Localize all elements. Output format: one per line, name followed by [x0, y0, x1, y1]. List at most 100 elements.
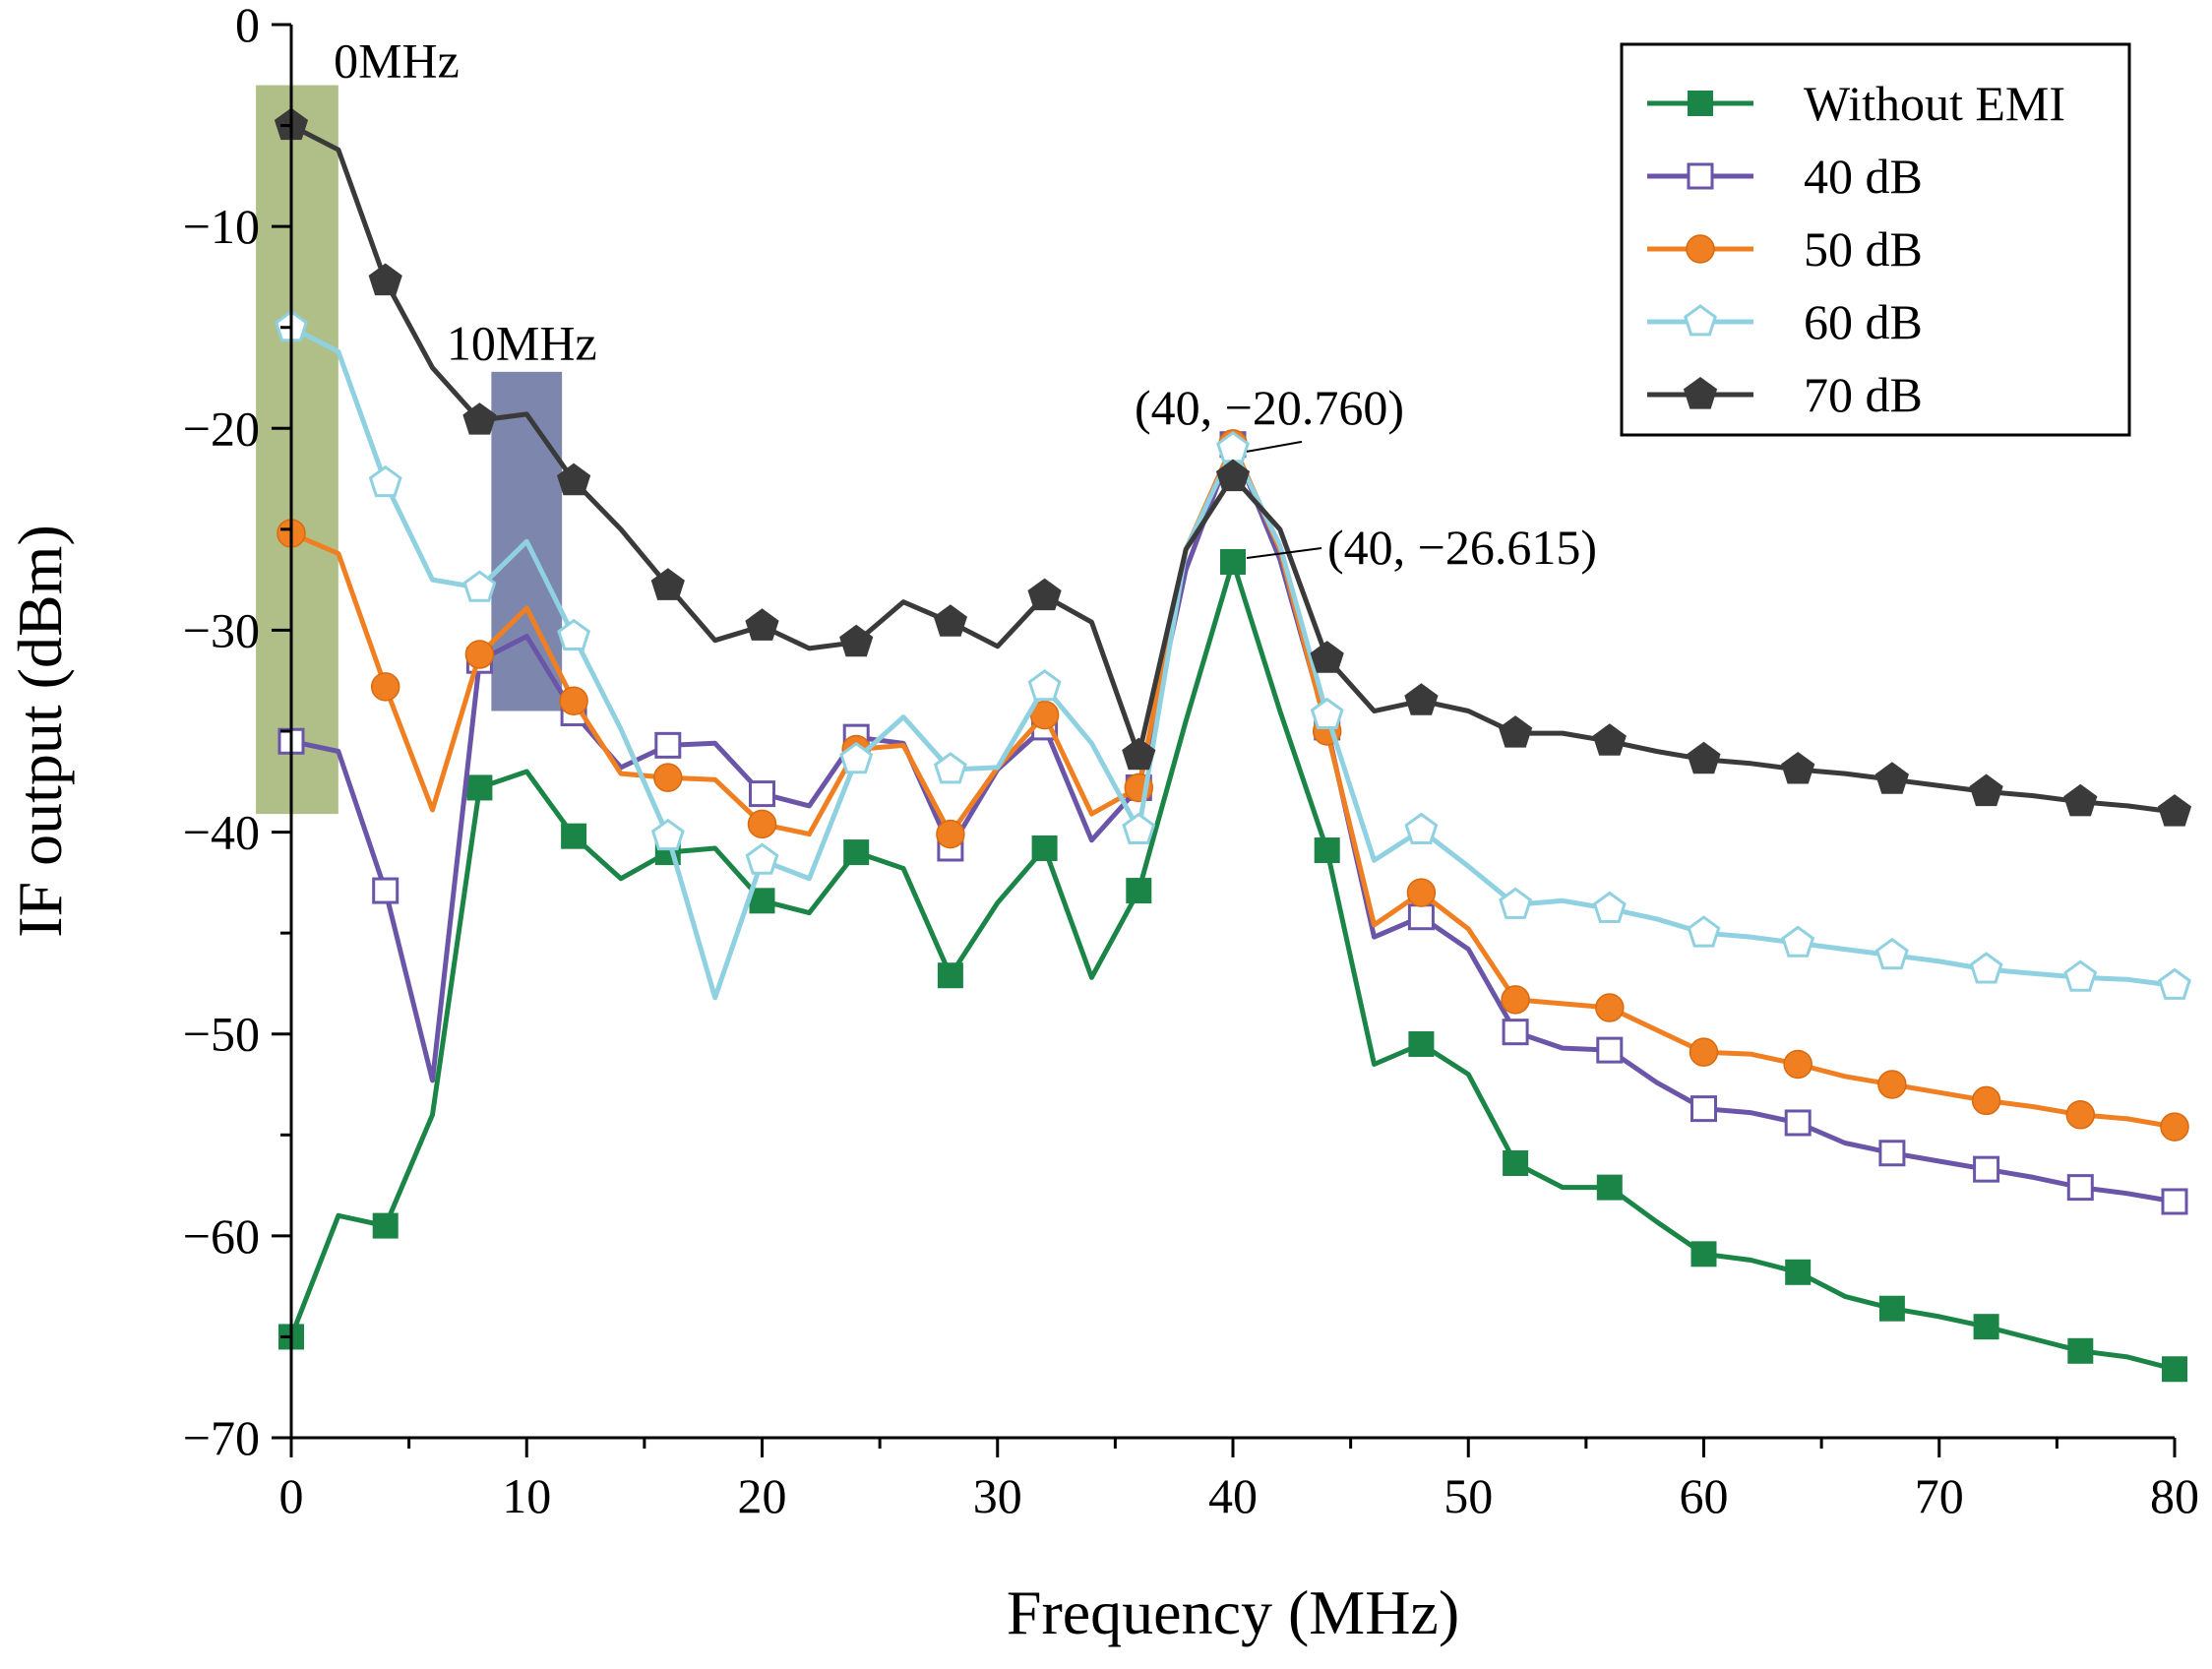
- legend: Without EMI 40 dB 50 dB 60 dB 70 dB: [1620, 42, 2131, 437]
- data-point: [1874, 762, 1909, 794]
- legend-label: 40 dB: [1804, 149, 1923, 204]
- data-point: [1878, 1295, 1905, 1322]
- data-point: [1973, 1314, 1999, 1340]
- legend-label: 70 dB: [1804, 367, 1923, 422]
- data-point: [1310, 697, 1344, 729]
- data-point: [368, 263, 402, 296]
- data-point: [368, 464, 402, 498]
- data-point: [1969, 773, 2003, 807]
- data-point: [1027, 669, 1062, 702]
- x-tick-label: 50: [1444, 1468, 1493, 1523]
- data-point: [1220, 548, 1246, 575]
- series-layer: [274, 107, 2192, 1383]
- data-point: [1503, 1150, 1529, 1177]
- data-point: [653, 763, 683, 792]
- data-point: [1027, 578, 1062, 611]
- data-point: [1314, 837, 1340, 864]
- data-point: [2160, 1112, 2189, 1142]
- data-point: [2063, 959, 2098, 992]
- data-point: [1687, 915, 1721, 948]
- data-point: [1122, 812, 1156, 844]
- legend-item-2: 50 dB: [1647, 221, 1923, 277]
- data-point: [933, 604, 967, 637]
- legend-marker: [1687, 162, 1714, 190]
- y-tick-label: 0: [235, 0, 260, 52]
- data-point: [1690, 1095, 1717, 1123]
- x-tick-label: 80: [2150, 1468, 2199, 1523]
- data-point: [843, 839, 870, 866]
- legend-marker: [1686, 234, 1715, 264]
- x-tick-label: 0: [279, 1468, 304, 1523]
- region-label-10mhz: 10MHz: [447, 316, 597, 371]
- data-point: [1783, 1049, 1813, 1080]
- data-point: [1310, 641, 1344, 673]
- data-point: [749, 780, 775, 808]
- data-point: [650, 818, 685, 851]
- data-point: [559, 686, 588, 715]
- data-point: [1499, 715, 1533, 748]
- data-point: [466, 774, 493, 801]
- data-point: [745, 842, 779, 875]
- x-tick-label: 20: [738, 1468, 787, 1523]
- data-point: [1781, 752, 1815, 784]
- data-point: [1878, 1140, 1906, 1167]
- y-tick-label: −60: [183, 1208, 260, 1264]
- series-4: [274, 107, 2192, 827]
- y-tick-label: −10: [183, 199, 260, 254]
- data-point: [2067, 1337, 2094, 1364]
- x-tick-label: 60: [1680, 1468, 1729, 1523]
- data-point: [745, 608, 779, 641]
- legend-item-0: Without EMI: [1647, 76, 2065, 131]
- data-point: [1969, 952, 2003, 984]
- data-point: [1690, 1241, 1717, 1267]
- data-point: [557, 618, 591, 650]
- legend-marker: [1683, 377, 1718, 409]
- data-point: [1122, 737, 1156, 771]
- data-point: [654, 731, 682, 759]
- x-tick-label: 30: [973, 1468, 1022, 1523]
- data-point: [1595, 993, 1625, 1022]
- data-point: [1874, 937, 1909, 970]
- y-tick-label: −40: [183, 805, 260, 860]
- data-point: [464, 640, 495, 669]
- data-point: [1592, 723, 1627, 756]
- data-point: [839, 624, 874, 657]
- axes: 0 10 20 30 40 50 60 70 80 0 −10 −20 −30 −40 −50 −60 −70 F…: [5, 0, 2199, 1647]
- x-tick-label: 40: [1208, 1468, 1258, 1523]
- data-point: [1781, 925, 1815, 958]
- data-point: [1407, 903, 1435, 931]
- legend-marker: [1684, 304, 1717, 337]
- data-point: [1499, 887, 1533, 919]
- data-point: [1785, 1259, 1812, 1285]
- legend-label: 60 dB: [1804, 294, 1923, 349]
- legend-item-3: 60 dB: [1647, 294, 1923, 349]
- data-point: [2063, 783, 2098, 817]
- series-3: [275, 309, 2191, 1001]
- data-point: [839, 741, 874, 774]
- y-axis-title: IF output (dBm): [5, 525, 75, 938]
- annotation-leader: [1246, 546, 1322, 559]
- legend-item-1: 40 dB: [1647, 149, 1923, 204]
- highlight-region-0: [256, 85, 338, 815]
- data-point: [561, 823, 587, 849]
- data-point: [747, 809, 777, 839]
- data-point: [936, 819, 965, 849]
- data-point: [1404, 683, 1439, 715]
- annotation-peak-50db: (40, −20.760): [1135, 380, 1404, 435]
- data-point: [1877, 1070, 1907, 1099]
- data-point: [462, 570, 497, 602]
- region-label-0mhz: 0MHz: [334, 32, 460, 88]
- data-point: [1031, 834, 1058, 861]
- y-tick-label: −70: [183, 1410, 260, 1465]
- y-tick-label: −30: [183, 602, 260, 657]
- x-axis-title: Frequency (MHz): [1007, 1577, 1459, 1647]
- data-point: [1596, 1174, 1623, 1201]
- data-point: [650, 568, 685, 600]
- legend-item-4: 70 dB: [1647, 367, 1923, 422]
- data-point: [1689, 1037, 1719, 1067]
- data-point: [2161, 1188, 2188, 1215]
- x-tick-label: 10: [502, 1468, 551, 1523]
- data-point: [1406, 878, 1437, 907]
- data-point: [462, 402, 497, 435]
